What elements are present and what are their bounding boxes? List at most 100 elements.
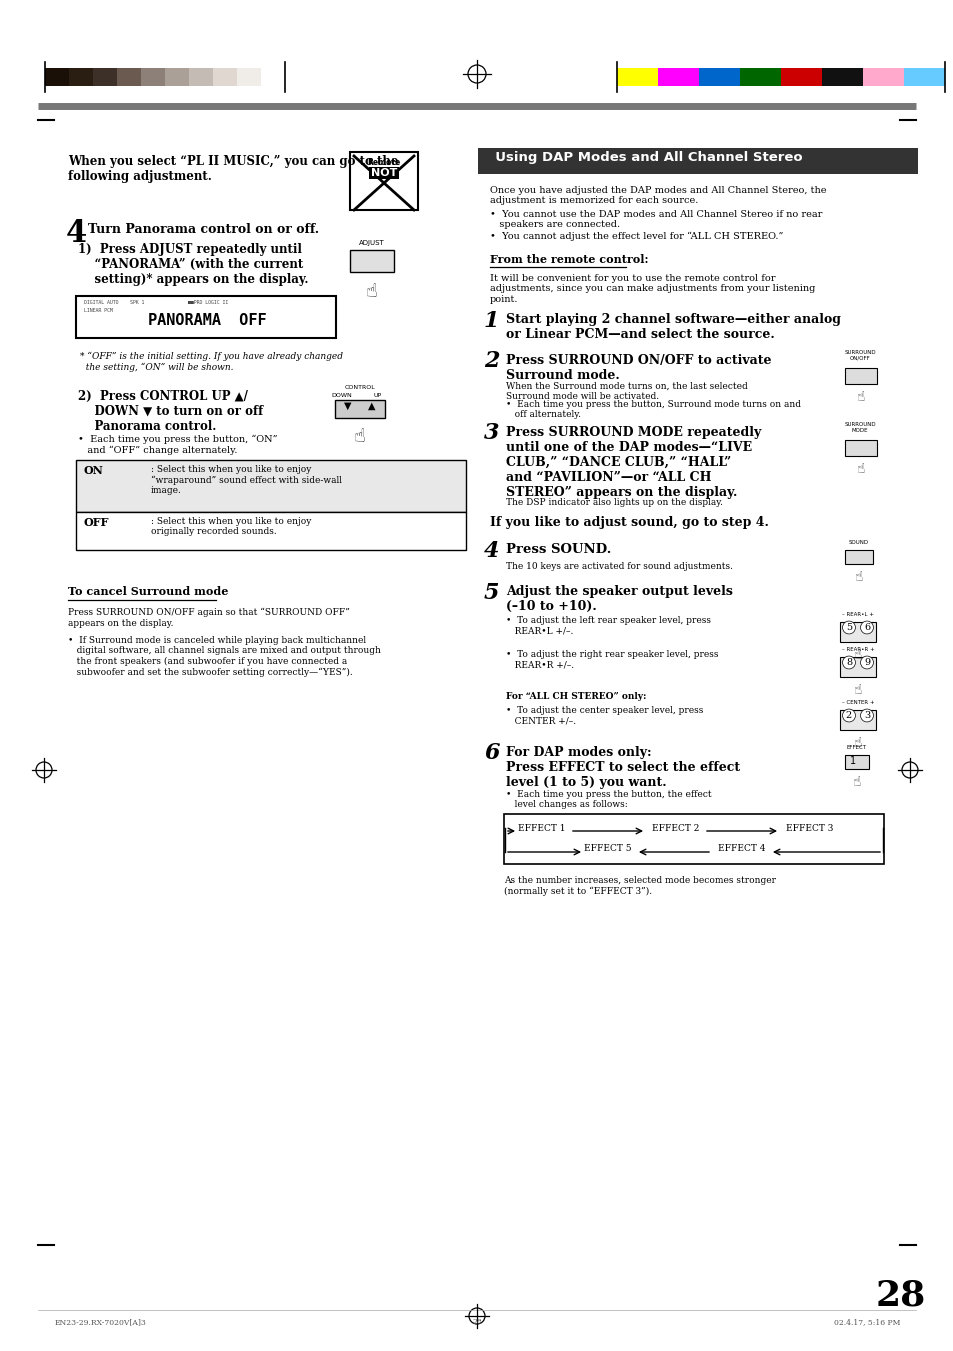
Text: : Select this when you like to enjoy
“wraparound” sound effect with side-wall
im: : Select this when you like to enjoy “wr… — [151, 465, 341, 496]
Bar — [840, 657, 875, 677]
Text: It will be convenient for you to use the remote control for
adjustments, since y: It will be convenient for you to use the… — [490, 274, 815, 304]
Bar — [236, 68, 261, 86]
Text: EFFECT 5: EFFECT 5 — [583, 844, 631, 852]
Text: ☝: ☝ — [853, 684, 862, 697]
Text: EN23-29.RX-7020V[A]3: EN23-29.RX-7020V[A]3 — [55, 1319, 147, 1325]
Text: From the remote control:: From the remote control: — [490, 254, 648, 265]
Text: The DSP indicator also lights up on the display.: The DSP indicator also lights up on the … — [505, 499, 722, 507]
Text: •  Each time you press the button, Surround mode turns on and
   off alternately: • Each time you press the button, Surrou… — [505, 400, 801, 419]
Text: EFFECT 2: EFFECT 2 — [651, 824, 699, 834]
Bar — [350, 250, 394, 272]
Bar — [141, 68, 165, 86]
Text: For DAP modes only:
Press EFFECT to select the effect
level (1 to 5) you want.: For DAP modes only: Press EFFECT to sele… — [505, 746, 740, 789]
Text: 28: 28 — [472, 1319, 481, 1325]
Bar — [76, 296, 335, 338]
Bar — [862, 68, 903, 86]
Text: OFF: OFF — [84, 517, 110, 528]
Text: ▲: ▲ — [368, 401, 375, 411]
Text: Press SURROUND ON/OFF to activate
Surround mode.: Press SURROUND ON/OFF to activate Surrou… — [505, 354, 771, 382]
Text: EFFECT 1: EFFECT 1 — [517, 824, 565, 834]
Text: ☝: ☝ — [852, 775, 861, 789]
Text: DOWN: DOWN — [332, 393, 352, 399]
Text: 6: 6 — [863, 623, 869, 632]
Bar — [844, 367, 876, 384]
Text: 5: 5 — [483, 582, 499, 604]
Bar — [117, 68, 141, 86]
Text: 5: 5 — [845, 623, 851, 632]
Text: ☝: ☝ — [856, 462, 864, 476]
Text: – CENTER +: – CENTER + — [841, 700, 873, 705]
Text: For “ALL CH STEREO” only:: For “ALL CH STEREO” only: — [505, 692, 646, 701]
Text: SURROUND
MODE: SURROUND MODE — [843, 422, 875, 432]
Text: 2)  Press CONTROL UP ▲/
    DOWN ▼ to turn on or off
    Panorama control.: 2) Press CONTROL UP ▲/ DOWN ▼ to turn on… — [78, 390, 263, 434]
Text: To cancel Surround mode: To cancel Surround mode — [68, 586, 228, 597]
Text: 4: 4 — [66, 218, 87, 249]
Text: Press SOUND.: Press SOUND. — [505, 543, 611, 557]
Text: UP: UP — [374, 393, 381, 399]
Text: •  If Surround mode is canceled while playing back multichannel
   digital softw: • If Surround mode is canceled while pla… — [68, 636, 380, 677]
Text: When you select “PL II MUSIC,” you can go to the
following adjustment.: When you select “PL II MUSIC,” you can g… — [68, 155, 398, 182]
Text: LINEAR PCM: LINEAR PCM — [84, 308, 112, 313]
Text: ☝: ☝ — [366, 282, 377, 301]
Bar — [844, 550, 872, 563]
Text: Press SURROUND MODE repeatedly
until one of the DAP modes—“LIVE
CLUB,” “DANCE CL: Press SURROUND MODE repeatedly until one… — [505, 426, 760, 499]
Text: ☝: ☝ — [853, 736, 862, 750]
Bar — [477, 149, 917, 174]
Text: ■■PRO LOGIC II: ■■PRO LOGIC II — [188, 300, 228, 305]
Bar — [821, 68, 862, 86]
Bar — [213, 68, 236, 86]
Text: ☝: ☝ — [854, 570, 862, 584]
Text: ☝: ☝ — [354, 427, 366, 446]
Text: * “OFF” is the initial setting. If you have already changed
  the setting, “ON” : * “OFF” is the initial setting. If you h… — [80, 353, 343, 372]
Text: ☝: ☝ — [853, 648, 862, 662]
Bar — [781, 68, 821, 86]
Text: 4: 4 — [483, 540, 499, 562]
Text: 8: 8 — [845, 658, 851, 667]
Bar — [335, 400, 385, 417]
Text: •  You cannot adjust the effect level for “ALL CH STEREO.”: • You cannot adjust the effect level for… — [490, 232, 782, 242]
Text: Remote: Remote — [367, 158, 400, 168]
Text: Press SURROUND ON/OFF again so that “SURROUND OFF”
appears on the display.: Press SURROUND ON/OFF again so that “SUR… — [68, 608, 350, 628]
Text: CONTROL: CONTROL — [344, 385, 375, 390]
Text: Using DAP Modes and All Channel Stereo: Using DAP Modes and All Channel Stereo — [485, 151, 801, 163]
Text: •  To adjust the left rear speaker level, press
   REAR•L +/–.: • To adjust the left rear speaker level,… — [505, 616, 710, 635]
Bar — [165, 68, 189, 86]
Text: – REAR•R +: – REAR•R + — [841, 647, 874, 653]
Bar — [76, 459, 465, 512]
Text: If you like to adjust sound, go to step 4.: If you like to adjust sound, go to step … — [490, 516, 768, 530]
Text: EFFECT 3: EFFECT 3 — [785, 824, 833, 834]
Text: ▼: ▼ — [344, 401, 352, 411]
Text: Adjust the speaker output levels
(–10 to +10).: Adjust the speaker output levels (–10 to… — [505, 585, 732, 613]
Text: Once you have adjusted the DAP modes and All Channel Stereo, the
adjustment is m: Once you have adjusted the DAP modes and… — [490, 186, 825, 205]
Text: Start playing 2 channel software—either analog
or Linear PCM—and select the sour: Start playing 2 channel software—either … — [505, 313, 841, 340]
Bar — [740, 68, 781, 86]
Text: : Select this when you like to enjoy
originally recorded sounds.: : Select this when you like to enjoy ori… — [151, 517, 311, 536]
Text: •  Each time you press the button, the effect
   level changes as follows:: • Each time you press the button, the ef… — [505, 790, 711, 809]
Text: EFFECT: EFFECT — [846, 744, 866, 750]
Bar — [844, 755, 868, 769]
Bar — [503, 815, 883, 865]
Bar — [840, 711, 875, 730]
Bar — [76, 512, 465, 550]
Bar — [699, 68, 740, 86]
Text: 3: 3 — [483, 422, 499, 444]
Text: 1)  Press ADJUST repeatedly until
    “PANORAMA” (with the current
    setting)*: 1) Press ADJUST repeatedly until “PANORA… — [78, 243, 308, 286]
Text: PANORAMA  OFF: PANORAMA OFF — [148, 313, 266, 328]
Bar — [69, 68, 92, 86]
Text: 9: 9 — [863, 658, 869, 667]
Bar — [45, 68, 69, 86]
Bar — [844, 440, 876, 457]
Text: •  Each time you press the button, “ON”
   and “OFF” change alternately.: • Each time you press the button, “ON” a… — [78, 435, 277, 455]
Text: 02.4.17, 5:16 PM: 02.4.17, 5:16 PM — [833, 1319, 899, 1325]
Text: – REAR•L +: – REAR•L + — [841, 612, 873, 617]
Text: When the Surround mode turns on, the last selected
Surround mode will be activat: When the Surround mode turns on, the las… — [505, 382, 747, 401]
Text: •  To adjust the center speaker level, press
   CENTER +/–.: • To adjust the center speaker level, pr… — [505, 707, 702, 725]
Text: 3: 3 — [863, 711, 869, 720]
Bar — [903, 68, 944, 86]
Bar — [617, 68, 658, 86]
Text: 6: 6 — [483, 742, 499, 765]
Text: SURROUND
ON/OFF: SURROUND ON/OFF — [843, 350, 875, 361]
Text: 2: 2 — [483, 350, 499, 372]
Text: ADJUST: ADJUST — [358, 240, 384, 246]
Text: 2: 2 — [845, 711, 851, 720]
